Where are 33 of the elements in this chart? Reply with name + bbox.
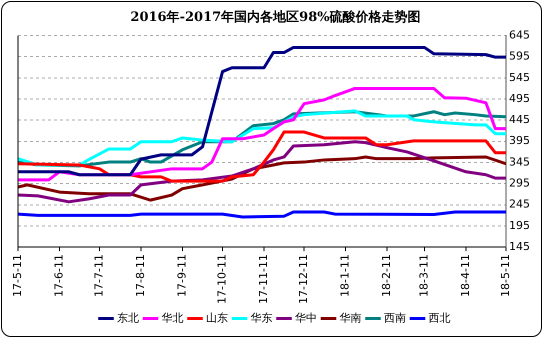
x-tick-label: 18-2-11 (380, 254, 393, 298)
legend-label: 山东 (206, 311, 228, 324)
x-tick-label: 18-1-11 (338, 254, 352, 298)
x-tick-label: 17-5-11 (10, 254, 24, 298)
y-tick-label: 445 (509, 113, 530, 126)
x-tick-label: 17-9-11 (175, 254, 188, 298)
legend-label: 华东 (250, 311, 272, 324)
y-tick-label: 245 (509, 198, 530, 211)
y-tick-label: 495 (509, 92, 530, 105)
y-tick-label: 645 (509, 28, 530, 42)
legend-label: 华北 (162, 311, 184, 324)
x-tick-label: 17-8-11 (134, 254, 147, 298)
x-tick-label: 18-4-11 (458, 254, 472, 298)
y-tick-label: 295 (509, 176, 530, 190)
legend-label: 华中 (295, 311, 317, 324)
x-tick-label: 18-5-11 (498, 254, 512, 298)
y-tick-label: 145 (509, 240, 530, 253)
x-tick-label: 17-6-11 (52, 254, 66, 298)
y-tick-label: 595 (509, 50, 530, 63)
legend-label: 东北 (117, 311, 139, 324)
y-tick-label: 345 (509, 155, 530, 168)
x-tick-label: 17-10-11 (215, 254, 228, 304)
chart-title: 2016年-2017年国内各地区98%硫酸价格走势图 (130, 9, 421, 26)
x-tick-label: 17-11-11 (256, 254, 270, 304)
y-tick-label: 195 (509, 218, 530, 232)
x-tick-label: 17-12-11 (296, 254, 310, 304)
y-tick-label: 545 (509, 70, 530, 84)
legend-label: 西南 (384, 311, 406, 324)
x-tick-label: 18-3-11 (417, 254, 430, 298)
legend-label: 西北 (428, 311, 450, 324)
legend-label: 华南 (340, 311, 362, 324)
y-tick-label: 395 (509, 134, 530, 148)
x-tick-label: 17-7-11 (92, 254, 106, 298)
